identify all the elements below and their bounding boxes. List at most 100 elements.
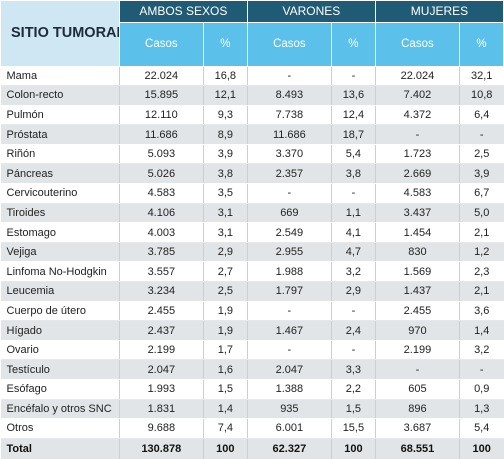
subheader-casos-mujeres: Casos xyxy=(374,21,460,67)
pct-mujeres-cell: 2,1 xyxy=(459,281,504,302)
casos-ambos-cell: 4.583 xyxy=(119,183,204,204)
pct-varones-cell: - xyxy=(331,183,376,204)
table-row: Riñón 5.093 3,9 3.370 5,4 1.723 2,5 xyxy=(0,144,504,165)
casos-varones-cell: 1.467 xyxy=(247,320,332,341)
pct-mujeres-cell: 6,7 xyxy=(459,183,504,204)
total-casos-varones: 62.327 xyxy=(247,437,332,459)
pct-varones-cell: 2,2 xyxy=(331,379,376,400)
casos-varones-cell: 3.370 xyxy=(247,144,332,165)
casos-mujeres-cell: 2.455 xyxy=(375,301,460,322)
pct-varones-cell: 3,3 xyxy=(331,359,376,380)
casos-mujeres-cell: 970 xyxy=(375,320,460,341)
total-row: Total 130.878 100 62.327 100 68.551 100 xyxy=(0,437,504,459)
subheader-pct-ambos: % xyxy=(202,21,248,67)
pct-mujeres-cell: 1,2 xyxy=(459,242,504,263)
casos-ambos-cell: 15.895 xyxy=(119,85,204,106)
casos-varones-cell: 8.493 xyxy=(247,85,332,106)
table-row: Tiroides 4.106 3,1 669 1,1 3.437 5,0 xyxy=(0,203,504,224)
casos-ambos-cell: 1.993 xyxy=(119,379,204,400)
subheader-pct-mujeres: % xyxy=(458,21,504,67)
site-name-cell: Tiroides xyxy=(0,203,120,224)
pct-ambos-cell: 3,1 xyxy=(203,222,248,243)
table-row: Mama 22.024 16,8- -22.024 32,1 xyxy=(0,66,504,87)
pct-mujeres-cell: 5,0 xyxy=(459,203,504,224)
pct-varones-cell: 5,4 xyxy=(331,144,376,165)
pct-varones-cell: 2,4 xyxy=(331,320,376,341)
table-row: Hígado 2.437 1,9 1.467 2,4 970 1,4 xyxy=(0,320,504,341)
pct-ambos-cell: 16,8 xyxy=(203,66,248,87)
group-header-ambos-sexos: AMBOS SEXOS xyxy=(118,0,248,22)
pct-varones-cell: 13,6 xyxy=(331,85,376,106)
total-pct-mujeres: 100 xyxy=(459,437,504,459)
site-name-cell: Próstata xyxy=(0,124,120,145)
table-row: Vejiga 3.785 2,9 2.955 4,7 830 1,2 xyxy=(0,242,504,263)
table-row: Estomago 4.003 3,1 2.549 4,1 1.454 2,1 xyxy=(0,222,504,243)
site-name-cell: Ovario xyxy=(0,340,120,361)
casos-varones-cell: 7.738 xyxy=(247,105,332,126)
pct-ambos-cell: 1,4 xyxy=(203,399,248,420)
table-row: Cuerpo de útero 2.455 1,9- -2.455 3,6 xyxy=(0,301,504,322)
pct-varones-cell: 4,7 xyxy=(331,242,376,263)
casos-mujeres-cell: 7.402 xyxy=(375,85,460,106)
total-casos-mujeres: 68.551 xyxy=(375,437,460,459)
table-row: Esófago 1.993 1,5 1.388 2,2 605 0,9 xyxy=(0,379,504,400)
casos-varones-cell: 669 xyxy=(247,203,332,224)
pct-varones-cell: - xyxy=(331,340,376,361)
casos-mujeres-cell: 2.669 xyxy=(375,163,460,185)
total-pct-varones: 100 xyxy=(331,437,376,459)
casos-varones-cell: 2.549 xyxy=(247,222,332,243)
casos-ambos-cell: 9.688 xyxy=(119,418,204,439)
pct-ambos-cell: 1,9 xyxy=(203,320,248,341)
casos-ambos-cell: 1.831 xyxy=(119,399,204,420)
site-name-cell: Esófago xyxy=(0,379,120,400)
site-name-cell: Encéfalo y otros SNC xyxy=(0,399,120,420)
pct-mujeres-cell: 32,1 xyxy=(459,66,504,87)
casos-mujeres-cell: 22.024 xyxy=(375,66,460,87)
casos-ambos-cell: 2.455 xyxy=(119,301,204,322)
table-row: Testículo 2.047 1,6 2.047 3,3- - xyxy=(0,359,504,380)
pct-mujeres-cell: 5,4 xyxy=(459,418,504,439)
pct-ambos-cell: 2,7 xyxy=(203,261,248,283)
pct-ambos-cell: 8,9 xyxy=(203,124,248,145)
pct-mujeres-cell: 2,1 xyxy=(459,222,504,243)
site-name-cell: Otros xyxy=(0,418,120,439)
total-pct-ambos: 100 xyxy=(203,437,248,459)
pct-varones-cell: 3,8 xyxy=(331,163,376,185)
table-row: Colon-recto 15.895 12,1 8.493 13,6 7.402 10,8 xyxy=(0,85,504,106)
site-name-cell: Hígado xyxy=(0,320,120,341)
casos-ambos-cell: 5.093 xyxy=(119,144,204,165)
casos-mujeres-cell: 4.372 xyxy=(375,105,460,126)
pct-ambos-cell: 3,8 xyxy=(203,163,248,185)
casos-mujeres-cell: 605 xyxy=(375,379,460,400)
casos-varones-cell: 11.686 xyxy=(247,124,332,145)
casos-ambos-cell: 2.199 xyxy=(119,340,204,361)
casos-varones-cell: 2.047 xyxy=(247,359,332,380)
pct-mujeres-cell: 0,9 xyxy=(459,379,504,400)
casos-ambos-cell: 4.003 xyxy=(119,222,204,243)
site-name-cell: Mama xyxy=(0,66,120,87)
group-header-varones: VARONES xyxy=(246,0,376,22)
pct-mujeres-cell: - xyxy=(459,359,504,380)
pct-ambos-cell: 7,4 xyxy=(203,418,248,439)
pct-ambos-cell: 1,7 xyxy=(203,340,248,361)
total-label: Total xyxy=(0,437,120,459)
pct-varones-cell: 12,4 xyxy=(331,105,376,126)
pct-ambos-cell: 1,9 xyxy=(203,301,248,322)
pct-ambos-cell: 9,3 xyxy=(203,105,248,126)
table-row: Próstata 11.686 8,9 11.686 18,7- - xyxy=(0,124,504,145)
site-name-cell: Testículo xyxy=(0,359,120,380)
casos-varones-cell: 2.955 xyxy=(247,242,332,263)
pct-ambos-cell: 1,6 xyxy=(203,359,248,380)
pct-varones-cell: 3,2 xyxy=(331,261,376,283)
casos-ambos-cell: 12.110 xyxy=(119,105,204,126)
casos-varones-cell: 1.988 xyxy=(247,261,332,283)
pct-varones-cell: 15,5 xyxy=(331,418,376,439)
casos-ambos-cell: 3.557 xyxy=(119,261,204,283)
pct-ambos-cell: 2,9 xyxy=(203,242,248,263)
table-row: Linfoma No-Hodgkin 3.557 2,7 1.988 3,2 1.569 2… xyxy=(0,261,504,283)
casos-ambos-cell: 3.785 xyxy=(119,242,204,263)
pct-mujeres-cell: 1,4 xyxy=(459,320,504,341)
pct-ambos-cell: 1,5 xyxy=(203,379,248,400)
site-name-cell: Leucemia xyxy=(0,281,120,302)
